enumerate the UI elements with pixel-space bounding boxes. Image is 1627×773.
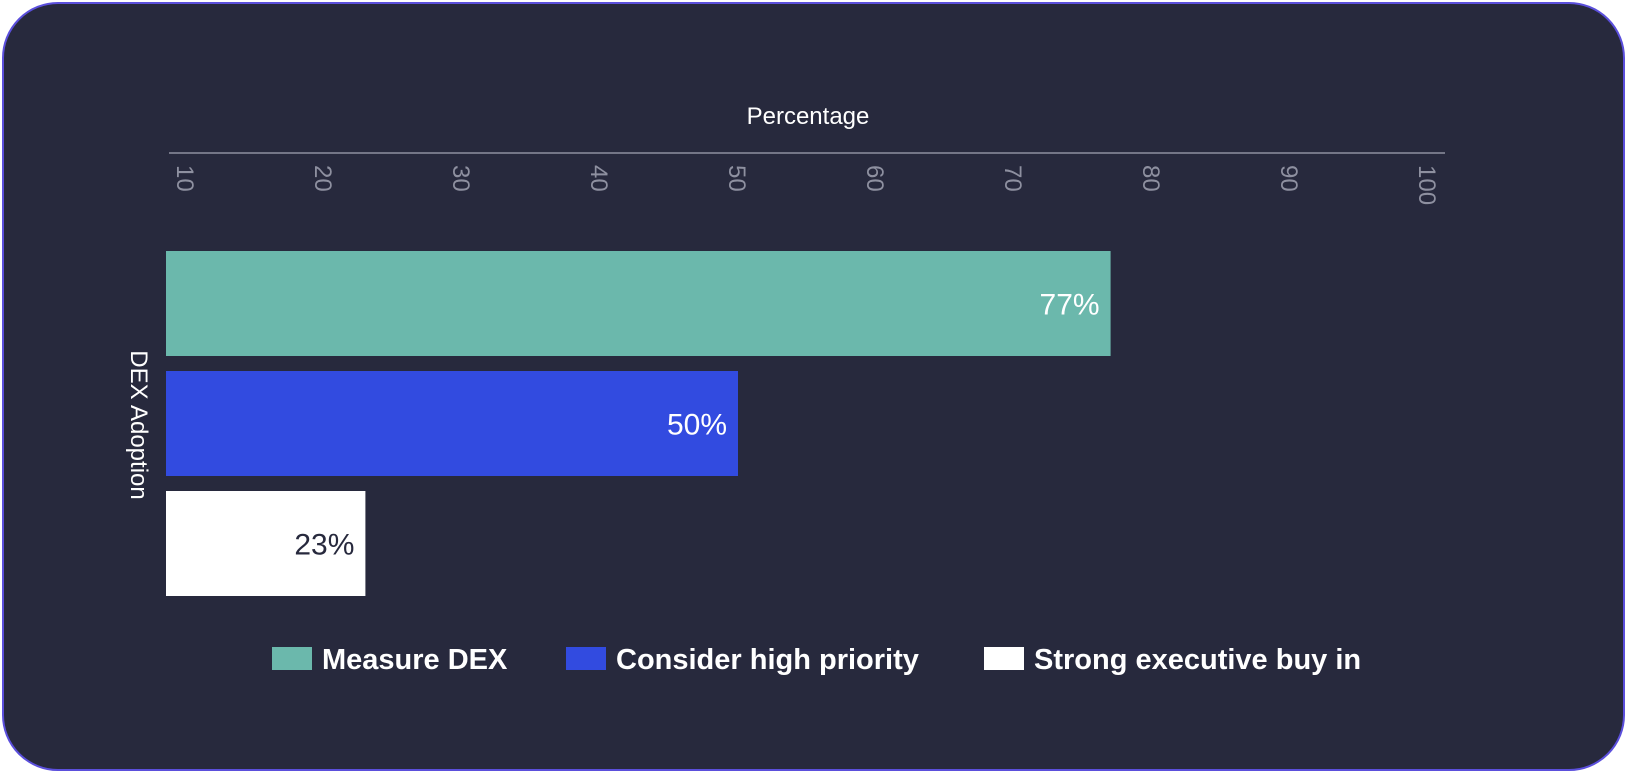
bar-value-label: 77% bbox=[1040, 289, 1100, 322]
x-tick-label: 80 bbox=[1137, 165, 1164, 192]
x-tick-label: 20 bbox=[309, 165, 336, 192]
bar bbox=[166, 491, 366, 596]
legend-swatch bbox=[566, 647, 606, 670]
x-tick-label: 40 bbox=[585, 165, 612, 192]
legend-swatch bbox=[984, 647, 1024, 670]
legend-label: Strong executive buy in bbox=[1034, 644, 1361, 676]
x-axis-title: Percentage bbox=[747, 103, 870, 130]
y-axis-title: DEX Adoption bbox=[125, 350, 152, 499]
bar bbox=[166, 251, 1111, 356]
x-tick-label: 60 bbox=[861, 165, 888, 192]
bar-chart: Percentage 10 20 30 40 50 60 70 80 90 100 DEX Ado… bbox=[125, 103, 1445, 676]
x-tick-label: 100 bbox=[1413, 165, 1440, 205]
bar bbox=[166, 371, 738, 476]
x-axis-ticks: 10 20 30 40 50 60 70 80 90 100 bbox=[171, 165, 1440, 205]
legend-label: Consider high priority bbox=[616, 644, 919, 676]
x-tick-label: 50 bbox=[723, 165, 750, 192]
x-tick-label: 70 bbox=[999, 165, 1026, 192]
legend: Measure DEX Consider high priority Strong … bbox=[272, 644, 1361, 676]
bar-value-label: 23% bbox=[294, 529, 354, 562]
x-tick-label: 10 bbox=[171, 165, 198, 192]
bars-group: 77% 50% 23% bbox=[166, 251, 1111, 596]
legend-label: Measure DEX bbox=[322, 644, 508, 676]
x-tick-label: 90 bbox=[1275, 165, 1302, 192]
legend-swatch bbox=[272, 647, 312, 670]
bar-value-label: 50% bbox=[667, 409, 727, 442]
x-tick-label: 30 bbox=[447, 165, 474, 192]
